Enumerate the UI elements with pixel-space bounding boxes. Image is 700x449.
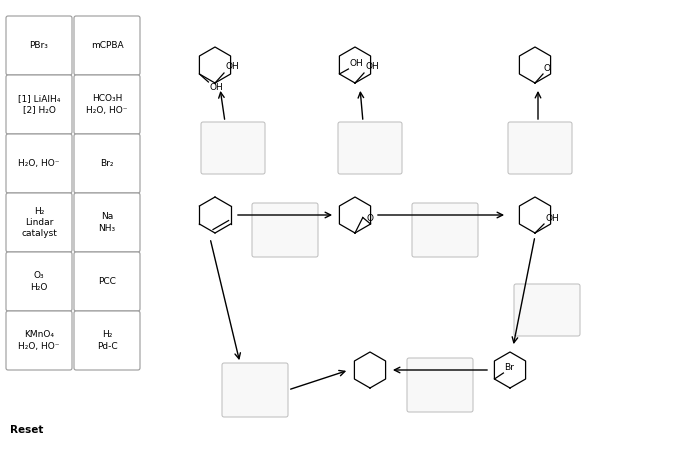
Text: OH: OH [225, 62, 239, 71]
Text: Reset: Reset [10, 425, 43, 435]
Text: OH: OH [209, 83, 223, 92]
FancyBboxPatch shape [407, 358, 473, 412]
FancyBboxPatch shape [412, 203, 478, 257]
Text: O₃
H₂O: O₃ H₂O [30, 272, 48, 291]
Text: KMnO₄
H₂O, HO⁻: KMnO₄ H₂O, HO⁻ [18, 330, 60, 351]
FancyBboxPatch shape [514, 284, 580, 336]
Text: H₂
Pd-C: H₂ Pd-C [97, 330, 118, 351]
Text: OH: OH [545, 214, 559, 223]
FancyBboxPatch shape [6, 252, 72, 311]
FancyBboxPatch shape [74, 134, 140, 193]
Text: Na
NH₃: Na NH₃ [99, 212, 116, 233]
Text: mCPBA: mCPBA [91, 41, 123, 50]
FancyBboxPatch shape [252, 203, 318, 257]
FancyBboxPatch shape [222, 363, 288, 417]
Text: OH: OH [365, 62, 379, 71]
Text: PCC: PCC [98, 277, 116, 286]
FancyBboxPatch shape [74, 75, 140, 134]
Text: HCO₃H
H₂O, HO⁻: HCO₃H H₂O, HO⁻ [86, 94, 127, 114]
FancyBboxPatch shape [338, 122, 402, 174]
Text: Br: Br [505, 363, 514, 372]
FancyBboxPatch shape [6, 75, 72, 134]
Text: H₂
Lindar
catalyst: H₂ Lindar catalyst [21, 207, 57, 238]
Text: [1] LiAlH₄
[2] H₂O: [1] LiAlH₄ [2] H₂O [18, 94, 60, 114]
FancyBboxPatch shape [6, 134, 72, 193]
Text: O: O [544, 64, 551, 73]
FancyBboxPatch shape [6, 16, 72, 75]
FancyBboxPatch shape [201, 122, 265, 174]
Text: OH: OH [349, 59, 363, 68]
Text: Br₂: Br₂ [100, 159, 113, 168]
Text: O: O [367, 214, 374, 223]
FancyBboxPatch shape [6, 193, 72, 252]
Text: H₂O, HO⁻: H₂O, HO⁻ [18, 159, 60, 168]
FancyBboxPatch shape [74, 193, 140, 252]
Text: PBr₃: PBr₃ [29, 41, 48, 50]
FancyBboxPatch shape [74, 16, 140, 75]
FancyBboxPatch shape [74, 252, 140, 311]
FancyBboxPatch shape [74, 311, 140, 370]
FancyBboxPatch shape [6, 311, 72, 370]
FancyBboxPatch shape [508, 122, 572, 174]
